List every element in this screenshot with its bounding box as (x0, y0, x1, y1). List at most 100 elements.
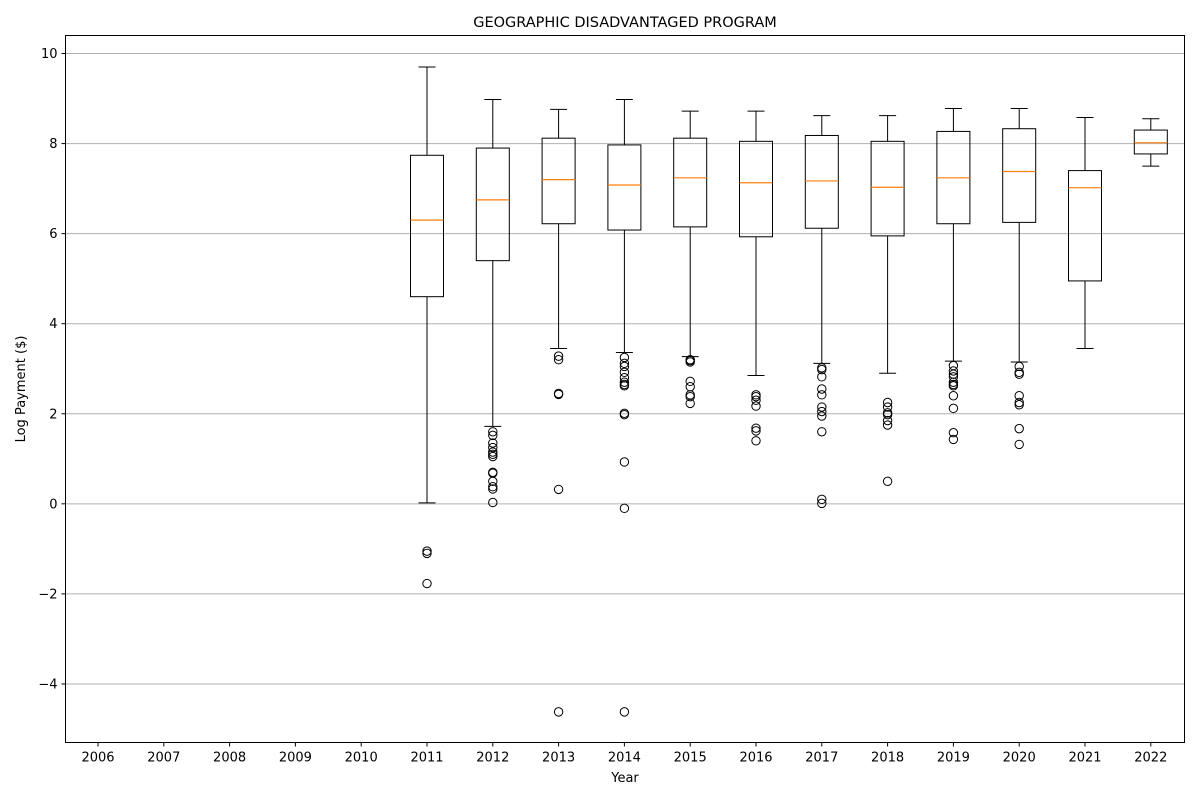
x-tick-label: 2020 (1003, 751, 1036, 766)
outlier-point (1014, 369, 1024, 379)
iqr-box (673, 137, 708, 228)
x-tick-label: 2018 (871, 751, 904, 766)
box-2016 (739, 110, 773, 446)
plot-frame (65, 35, 1185, 743)
outlier-point (751, 423, 761, 433)
outlier-point (948, 391, 959, 401)
x-tick-label: 2021 (1068, 751, 1101, 766)
x-tick-label: 2017 (805, 751, 838, 766)
outlier-point (948, 427, 959, 438)
outlier-point (553, 355, 564, 365)
outlier-point (948, 377, 959, 387)
outlier-point (1014, 400, 1024, 410)
outlier-point (948, 434, 959, 445)
outlier-point (488, 484, 498, 494)
outlier-point (817, 498, 827, 509)
outlier-point (488, 430, 498, 441)
outlier-point (685, 390, 695, 400)
x-tick-label: 2010 (345, 751, 378, 766)
outlier-point (488, 451, 498, 462)
y-tick-label: 0 (49, 497, 57, 512)
outlier-point (948, 366, 959, 376)
outlier-point (422, 548, 432, 559)
y-ticks: −4 −2 0 2 4 6 8 10 (38, 47, 66, 692)
y-tick-label: 6 (49, 227, 57, 242)
outlier-point (817, 364, 827, 375)
outlier-point (882, 408, 893, 418)
iqr-box (410, 154, 444, 298)
y-tick-label: 2 (49, 407, 57, 422)
outlier-point (685, 391, 695, 402)
x-axis-label: Year (610, 771, 639, 786)
outlier-point (751, 426, 761, 436)
x-tick-label: 2014 (608, 751, 641, 766)
x-tick-label: 2016 (739, 751, 772, 766)
outlier-point (882, 476, 893, 487)
outlier-point (1014, 423, 1024, 434)
outlier-point (619, 381, 630, 391)
box-2017 (804, 115, 839, 509)
iqr-box (541, 137, 576, 225)
outlier-point (488, 497, 498, 508)
boxes (410, 66, 1168, 717)
outlier-point (553, 707, 564, 717)
x-tick-label: 2009 (279, 751, 312, 766)
box-2013 (541, 108, 576, 717)
outlier-point (685, 355, 695, 366)
outlier-point (619, 707, 630, 717)
outlier-point (882, 409, 893, 420)
outlier-point (685, 376, 695, 387)
outlier-point (422, 546, 432, 556)
box-2014 (607, 98, 642, 717)
x-ticks: 2006 2007 2008 2009 2010 2011 2012 2013 2014 2015… (81, 742, 1167, 766)
chart-title: GEOGRAPHIC DISADVANTAGED PROGRAM (473, 15, 777, 31)
y-axis-label: Log Payment ($) (14, 336, 29, 443)
outlier-point (553, 389, 564, 400)
outlier-point (817, 372, 827, 382)
box-2018 (870, 115, 905, 487)
y-tick-label: 10 (41, 47, 58, 62)
y-tick-label: 4 (49, 317, 57, 332)
outlier-point (488, 442, 498, 453)
outlier-point (1014, 439, 1024, 450)
y-tick-label: −2 (38, 587, 57, 602)
iqr-box (475, 147, 510, 262)
outlier-point (619, 409, 630, 420)
outlier-point (1014, 397, 1024, 408)
iqr-box (804, 134, 839, 229)
iqr-box (1068, 170, 1102, 282)
outlier-point (751, 395, 761, 405)
y-tick-label: 8 (49, 137, 57, 152)
outlier-point (488, 438, 498, 448)
iqr-box (1002, 128, 1037, 223)
outlier-point (619, 358, 630, 369)
outlier-point (422, 578, 432, 589)
outlier-point (553, 351, 564, 361)
outlier-point (882, 415, 893, 426)
outlier-point (1014, 391, 1024, 401)
box-2015 (673, 110, 708, 409)
outlier-point (685, 398, 695, 409)
x-tick-label: 2015 (674, 751, 707, 766)
outlier-point (882, 402, 893, 412)
iqr-box (870, 140, 905, 237)
outlier-point (948, 381, 959, 391)
outlier-point (948, 372, 959, 382)
outlier-point (948, 403, 959, 414)
box-2021 (1068, 116, 1102, 349)
x-tick-label: 2006 (81, 751, 114, 766)
outlier-point (882, 397, 893, 408)
x-tick-label: 2013 (542, 751, 575, 766)
outlier-point (488, 476, 498, 487)
outlier-point (488, 447, 498, 457)
outlier-point (488, 449, 498, 459)
outlier-point (619, 503, 630, 514)
outlier-point (817, 384, 827, 394)
outlier-point (619, 457, 630, 467)
iqr-box (607, 144, 642, 231)
outlier-point (817, 402, 827, 412)
box-2011 (410, 66, 444, 589)
outlier-point (817, 363, 827, 373)
